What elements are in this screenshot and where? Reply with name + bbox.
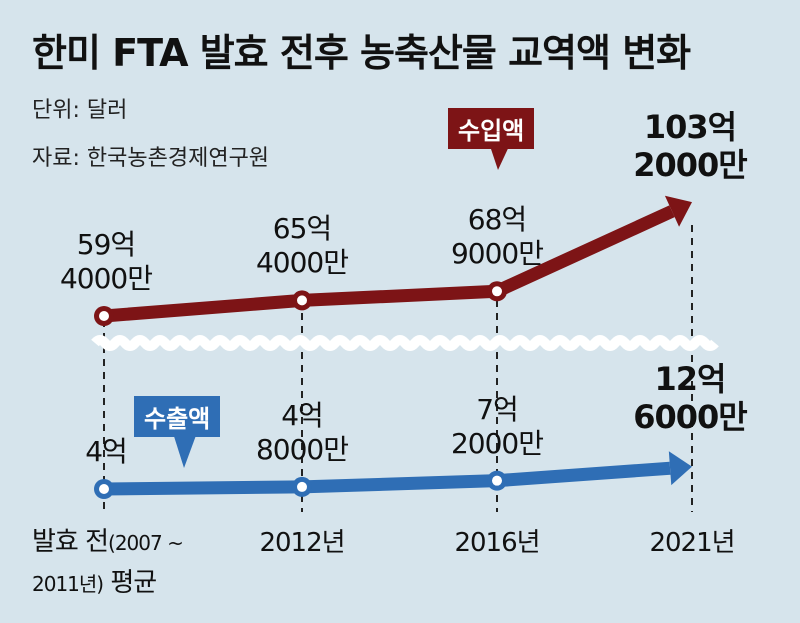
data-label: 4억 8000만 xyxy=(255,398,349,467)
data-label: 59억 4000만 xyxy=(59,228,153,296)
x-tick-label-0: 발효 전(2007 ~ 2011년) 평균 xyxy=(32,527,184,598)
series-arrowhead-0 xyxy=(664,195,692,227)
data-point-center xyxy=(99,484,109,494)
data-label-line: 4억 xyxy=(85,435,128,468)
data-label-line: 7억 xyxy=(476,392,519,426)
x-tick-label-3: 2021년 xyxy=(649,528,735,558)
data-label-line: 2000만 xyxy=(633,146,748,184)
data-label-line: 6000만 xyxy=(633,398,748,436)
axis-break-wave xyxy=(91,335,719,351)
x-tick-label-1: 2012년 xyxy=(259,528,345,558)
data-label-line: 9000만 xyxy=(450,237,544,271)
data-label-line: 4000만 xyxy=(59,262,153,295)
series-arrowhead-1 xyxy=(668,451,692,486)
data-label-line: 4억 xyxy=(281,398,324,432)
data-label-line: 103억 xyxy=(643,108,737,146)
data-label: 65억 4000만 xyxy=(255,212,349,280)
source-label: 자료: 한국농촌경제연구원 xyxy=(32,146,270,171)
legend-export: 수출액 xyxy=(134,396,221,437)
x-tick-label-2: 2016년 xyxy=(454,528,540,558)
data-label-line: 65억 xyxy=(272,212,332,246)
chart-title: 한미 FTA 발효 전후 농축산물 교역액 변화 xyxy=(32,31,691,75)
data-label-line: 8000만 xyxy=(255,432,349,466)
legend-import: 수입액 xyxy=(448,108,535,149)
data-label: 68억 9000만 xyxy=(450,203,544,271)
legend-export-pointer xyxy=(172,430,198,468)
data-label-line: 4000만 xyxy=(255,246,349,280)
data-label: 4억 xyxy=(85,435,128,469)
unit-label: 단위: 달러 xyxy=(32,98,128,123)
data-label-line: 12억 xyxy=(654,360,727,398)
data-label-line: 59억 xyxy=(76,228,136,261)
series-line-0 xyxy=(103,205,675,323)
data-point-center xyxy=(492,286,502,297)
data-label-line: 68억 xyxy=(467,203,527,237)
data-point-center xyxy=(297,481,307,492)
data-label: 7억 2000만 xyxy=(450,392,544,461)
data-label: 103억 2000만 xyxy=(633,108,748,184)
data-point-center xyxy=(297,295,307,306)
data-label: 12억 6000만 xyxy=(633,360,748,436)
data-point-center xyxy=(492,475,502,486)
series-line-1 xyxy=(103,461,671,496)
data-point-center xyxy=(99,311,109,321)
data-label-line: 2000만 xyxy=(450,426,544,460)
